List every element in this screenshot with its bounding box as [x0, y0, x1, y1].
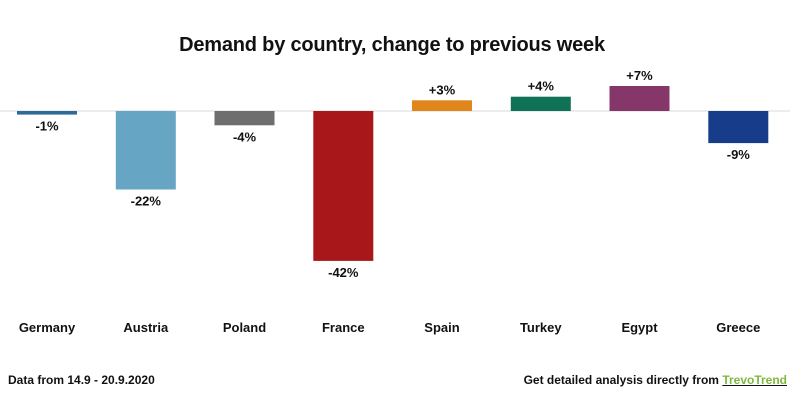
- value-label-spain: +3%: [429, 82, 456, 97]
- bar-poland: [214, 111, 275, 126]
- category-label-austria: Austria: [123, 320, 169, 335]
- category-label-poland: Poland: [223, 320, 266, 335]
- data-range-note: Data from 14.9 - 20.9.2020: [8, 373, 155, 387]
- bar-germany: [17, 111, 77, 115]
- value-label-greece: -9%: [727, 147, 751, 162]
- chart-title: Demand by country, change to previous we…: [179, 34, 605, 56]
- bar-greece: [708, 111, 769, 144]
- category-label-germany: Germany: [19, 320, 76, 335]
- value-label-germany: -1%: [35, 119, 59, 134]
- category-label-egypt: Egypt: [621, 320, 658, 335]
- bar-spain: [412, 100, 472, 111]
- analysis-cta: Get detailed analysis directly from Trev…: [524, 373, 787, 387]
- bar-turkey: [510, 96, 571, 111]
- value-label-turkey: +4%: [528, 79, 555, 94]
- category-label-france: France: [322, 320, 365, 335]
- category-label-greece: Greece: [716, 320, 760, 335]
- bar-egypt: [609, 86, 670, 111]
- value-label-egypt: +7%: [626, 68, 653, 83]
- cta-text: Get detailed analysis directly from: [523, 373, 723, 387]
- category-label-spain: Spain: [424, 320, 459, 335]
- brand-name-part2: Trend: [754, 373, 787, 387]
- value-label-austria: -22%: [131, 194, 162, 209]
- value-label-france: -42%: [328, 265, 359, 280]
- trevotrend-link[interactable]: TrevoTrend: [722, 373, 787, 387]
- brand-name-part1: Trevo: [722, 373, 755, 387]
- bar-france: [313, 111, 374, 261]
- category-label-turkey: Turkey: [520, 320, 562, 335]
- value-label-poland: -4%: [233, 129, 257, 144]
- bar-austria: [115, 111, 176, 190]
